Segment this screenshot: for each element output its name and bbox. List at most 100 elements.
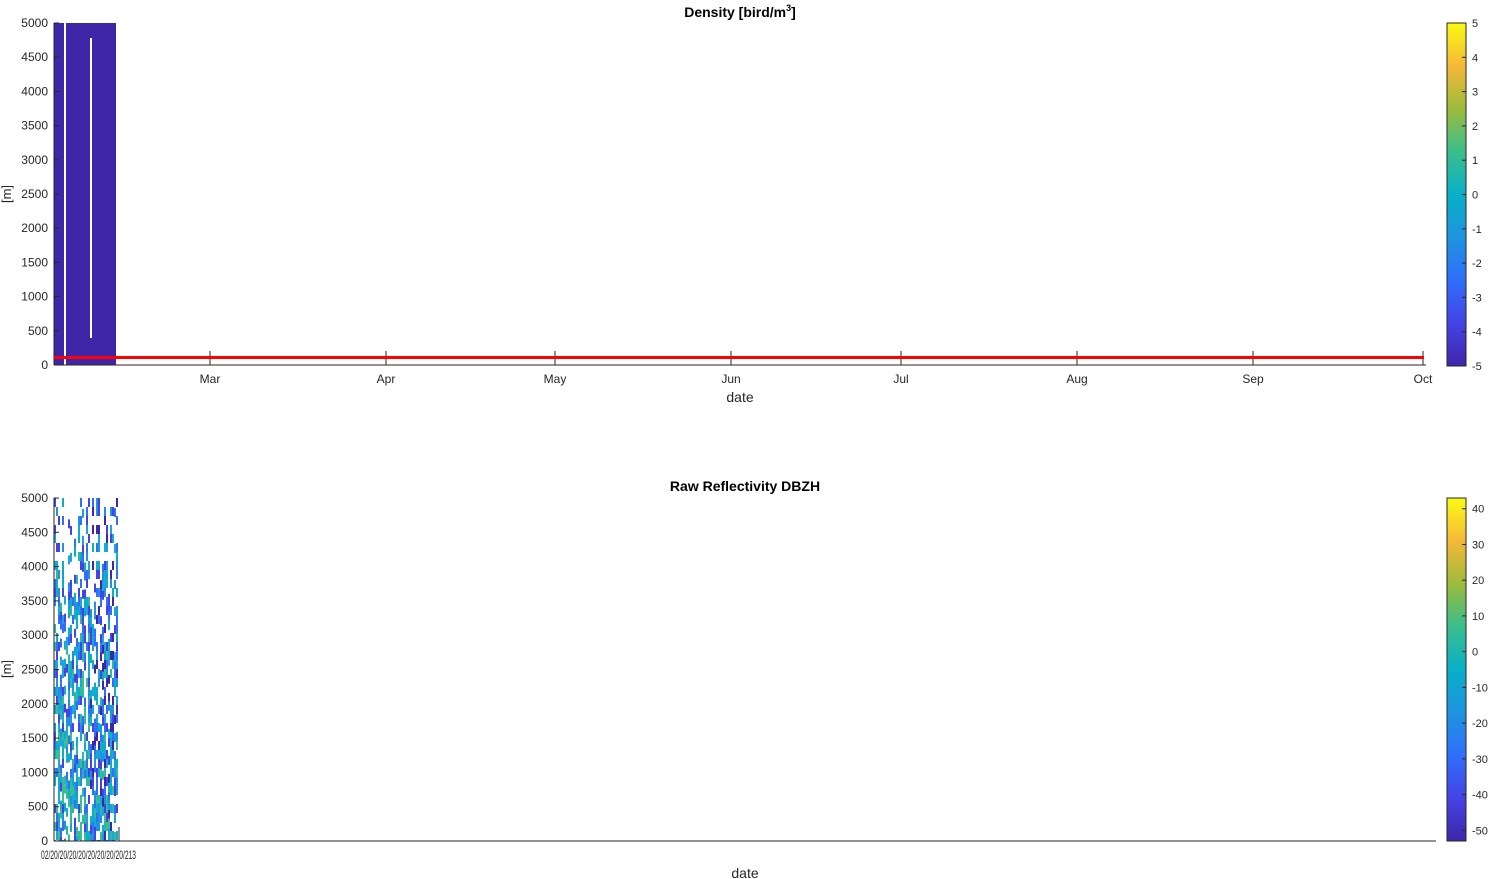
dbzh-heat-cell	[54, 570, 56, 579]
dbzh-heat-cell	[112, 741, 114, 750]
dbzh-heat-cell	[110, 507, 112, 516]
dbzh-heat-cell	[84, 778, 86, 788]
dbzh-heat-cell	[90, 762, 92, 772]
dbzh-heat-cell	[80, 516, 82, 525]
dbzh-heat-cell	[112, 768, 114, 777]
dbzh-heat-cell	[116, 705, 118, 714]
dbzh-heat-cell	[64, 811, 66, 821]
dbzh-heat-cell	[116, 660, 118, 669]
dbzh-heat-cell	[78, 678, 80, 687]
dbzh-heat-cell	[98, 768, 100, 777]
dbzh-heat-cell	[84, 652, 86, 662]
dbzh-heat-cell	[104, 777, 106, 786]
dbzh-heat-cell	[98, 570, 100, 579]
dbzh-heat-cell	[60, 629, 62, 639]
dbzh-heat-cell	[98, 660, 100, 669]
dbzh-heat-cell	[56, 534, 58, 543]
dbzh-heat-cell	[68, 690, 70, 700]
dbzh-heat-cell	[94, 763, 96, 773]
dbzh-heat-cell	[84, 625, 86, 635]
dbzh-y-tick-label: 2500	[21, 663, 48, 677]
dbzh-heat-cell	[104, 615, 106, 624]
dbzh-heat-cell	[82, 625, 84, 635]
dbzh-heat-cell	[76, 683, 78, 693]
dbzh-heat-cell	[60, 710, 62, 720]
dbzh-heat-cell	[60, 773, 62, 783]
dbzh-heat-cell	[72, 777, 74, 786]
dbzh-heat-cell	[54, 651, 56, 660]
dbzh-heat-cell	[102, 833, 104, 841]
dbzh-heat-cell	[56, 705, 58, 714]
dbzh-heat-cell	[110, 615, 112, 624]
dbzh-heat-cell	[100, 814, 102, 824]
dbzh-heat-cell	[84, 769, 86, 779]
dbzh-heat-cell	[62, 732, 64, 741]
dbzh-heat-cell	[94, 583, 96, 593]
dbzh-heat-cell	[74, 799, 76, 809]
dbzh-heat-cell	[72, 678, 74, 687]
dbzh-heat-cell	[112, 714, 114, 723]
dbzh-heat-cell	[110, 606, 112, 615]
dbzh-heat-cell	[60, 701, 62, 711]
dbzh-heat-cell	[74, 619, 76, 629]
dbzh-heat-cell	[68, 582, 70, 592]
dbzh-heat-cell	[54, 813, 56, 822]
dbzh-heat-cell	[62, 507, 64, 516]
dbzh-heat-cell	[104, 525, 106, 534]
dbzh-heat-cell	[112, 831, 114, 840]
dbzh-heat-cell	[80, 669, 82, 678]
dbzh-y-tick-label: 1500	[21, 731, 48, 745]
dbzh-heat-cell	[74, 646, 76, 656]
dbzh-heat-cell	[54, 561, 56, 570]
dbzh-heat-cell	[104, 678, 106, 687]
dbzh-heat-cell	[92, 759, 94, 768]
dbzh-heatmap	[54, 498, 118, 841]
dbzh-heat-cell	[104, 633, 106, 642]
dbzh-heat-cell	[104, 687, 106, 696]
dbzh-heat-cell	[76, 674, 78, 684]
dbzh-heat-cell	[112, 804, 114, 813]
dbzh-heat-cell	[90, 681, 92, 691]
dbzh-heat-cell	[82, 688, 84, 698]
density-heatmap	[54, 23, 116, 365]
dbzh-heat-cell	[104, 642, 106, 651]
dbzh-heat-cell	[100, 742, 102, 752]
dbzh-heat-cell	[92, 786, 94, 795]
dbzh-heat-cell	[54, 543, 56, 552]
dbzh-heat-cell	[66, 645, 68, 655]
dbzh-heat-cell	[74, 754, 76, 764]
dbzh-heat-cell	[62, 651, 64, 660]
dbzh-title: Raw Reflectivity DBZH	[670, 478, 820, 494]
density-colorbar-tick-label: 1	[1472, 155, 1478, 167]
dbzh-heat-cell	[88, 606, 90, 615]
dbzh-heat-cell	[58, 696, 60, 705]
dbzh-heat-cell	[58, 777, 60, 786]
dbzh-heat-cell	[70, 813, 72, 823]
dbzh-heat-cell	[80, 579, 82, 588]
dbzh-heat-cell	[58, 543, 60, 552]
dbzh-heat-cell	[56, 669, 58, 678]
dbzh-heat-cell	[58, 705, 60, 714]
dbzh-heat-cell	[106, 750, 108, 759]
dbzh-heat-cell	[70, 786, 72, 796]
dbzh-heat-cell	[114, 670, 116, 680]
dbzh-heat-cell	[62, 597, 64, 606]
dbzh-heat-cell	[68, 528, 70, 538]
dbzh-heat-cell	[84, 706, 86, 716]
dbzh-heat-cell	[88, 786, 90, 795]
dbzh-heat-cell	[72, 570, 74, 579]
dbzh-heat-cell	[68, 699, 70, 709]
dbzh-heat-cell	[116, 561, 118, 570]
dbzh-heat-cell	[72, 813, 74, 822]
dbzh-heat-cell	[106, 498, 108, 507]
dbzh-heat-cell	[70, 534, 72, 544]
dbzh-y-tick-label: 4500	[21, 525, 48, 539]
dbzh-heat-cell	[92, 534, 94, 543]
dbzh-heat-cell	[108, 638, 110, 648]
dbzh-heat-cell	[60, 809, 62, 819]
dbzh-heat-cell	[78, 498, 80, 507]
dbzh-heat-cell	[102, 707, 104, 717]
dbzh-heat-cell	[92, 624, 94, 633]
dbzh-heat-cell	[96, 579, 98, 588]
